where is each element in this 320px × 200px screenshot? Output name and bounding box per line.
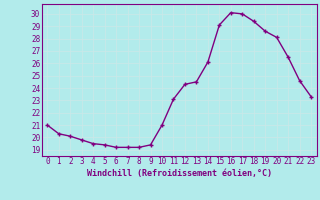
X-axis label: Windchill (Refroidissement éolien,°C): Windchill (Refroidissement éolien,°C): [87, 169, 272, 178]
